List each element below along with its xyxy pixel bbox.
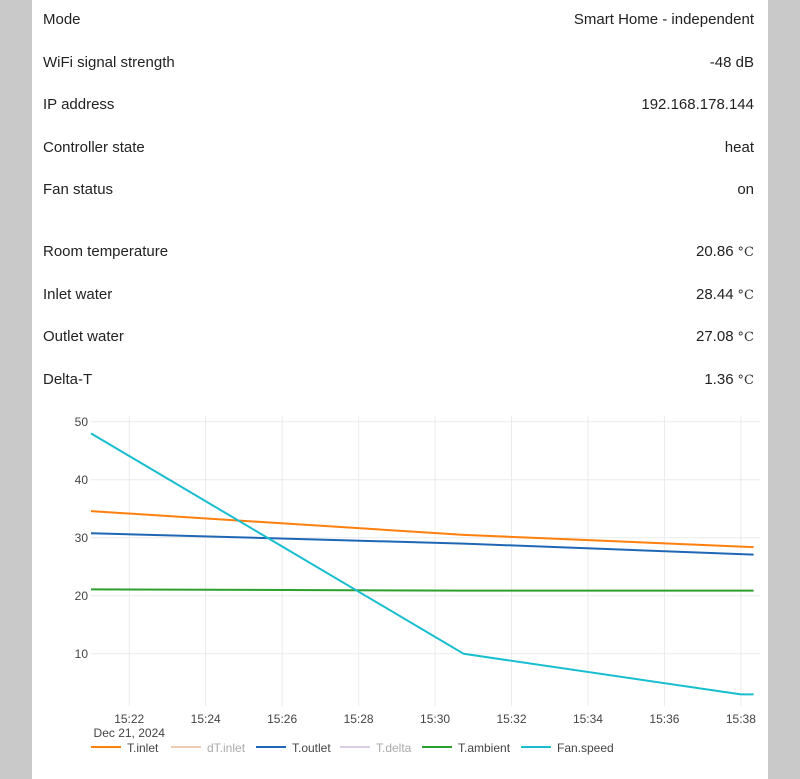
y-tick-label: 30 — [75, 531, 89, 545]
x-tick-label: 15:34 — [573, 712, 603, 726]
legend-item-t-ambient[interactable]: T.ambient — [422, 741, 511, 755]
row-label: Fan status — [43, 181, 114, 198]
measure-row-delta: Delta-T 1.36 °C — [43, 368, 754, 392]
unit-celsius: °C — [737, 373, 754, 388]
series-line-fan-speed — [90, 432, 754, 696]
unit-celsius: °C — [737, 330, 754, 345]
row-label: Mode — [43, 11, 81, 28]
row-label: Delta-T — [43, 371, 93, 388]
legend-label: dT.inlet — [207, 741, 246, 755]
unit-celsius: °C — [737, 288, 754, 303]
row-value: 28.44 °C — [696, 283, 754, 308]
device-status-panel: Mode Smart Home - independent WiFi signa… — [32, 0, 768, 779]
value-number: 27.08 — [696, 328, 734, 345]
measure-row-inlet: Inlet water 28.44 °C — [43, 283, 754, 307]
row-value: heat — [724, 139, 754, 156]
value-number: 20.86 — [696, 243, 734, 260]
legend-label: T.outlet — [292, 741, 331, 755]
row-value: 27.08 °C — [696, 325, 754, 350]
row-value: 192.168.178.144 — [641, 96, 754, 113]
y-tick-label: 20 — [75, 589, 89, 603]
row-label: IP address — [43, 96, 115, 113]
temperature-chart[interactable]: 10 20 30 40 50 15:22 15:24 15:26 15:28 15:30 15:32… — [32, 0, 768, 779]
legend-item-t-outlet[interactable]: T.outlet — [256, 741, 331, 755]
series-line-t-inlet — [90, 510, 754, 549]
x-date-label: Dec 21, 2024 — [94, 726, 166, 740]
measure-row-outlet: Outlet water 27.08 °C — [43, 325, 754, 349]
row-value: Smart Home - independent — [573, 11, 754, 28]
x-tick-label: 15:32 — [496, 712, 526, 726]
status-row-mode: Mode Smart Home - independent — [43, 8, 754, 32]
x-tick-label: 15:22 — [114, 712, 144, 726]
legend-item-t-delta[interactable]: T.delta — [340, 741, 412, 755]
measure-row-room-temp: Room temperature 20.86 °C — [43, 240, 754, 264]
y-tick-label: 40 — [75, 473, 89, 487]
legend-label: Fan.speed — [557, 741, 614, 755]
legend-label: T.ambient — [458, 741, 511, 755]
status-row-fan: Fan status on — [43, 178, 754, 202]
legend-label: T.inlet — [127, 741, 159, 755]
row-value: 1.36 °C — [704, 368, 754, 393]
x-tick-label: 15:36 — [649, 712, 679, 726]
row-label: Room temperature — [43, 243, 169, 260]
x-tick-label: 15:38 — [726, 712, 756, 726]
legend-label: T.delta — [376, 741, 412, 755]
row-label: Controller state — [43, 139, 145, 156]
y-tick-label: 10 — [75, 647, 89, 661]
y-tick-label: 50 — [75, 415, 89, 429]
x-tick-label: 15:26 — [267, 712, 297, 726]
x-tick-label: 15:28 — [344, 712, 374, 726]
row-label: Outlet water — [43, 328, 124, 345]
row-label: Inlet water — [43, 286, 113, 303]
legend-item-dt-inlet[interactable]: dT.inlet — [171, 741, 246, 755]
legend-item-fan-speed[interactable]: Fan.speed — [521, 741, 614, 755]
value-number: 1.36 — [704, 371, 734, 388]
row-value: -48 dB — [709, 54, 754, 71]
row-value: on — [737, 181, 754, 198]
status-row-ip: IP address 192.168.178.144 — [43, 93, 754, 117]
legend-item-t-inlet[interactable]: T.inlet — [91, 741, 159, 755]
x-tick-label: 15:30 — [420, 712, 450, 726]
value-number: 28.44 — [696, 286, 734, 303]
series-line-t-outlet — [90, 532, 754, 556]
x-tick-label: 15:24 — [191, 712, 221, 726]
row-label: WiFi signal strength — [43, 54, 175, 71]
status-row-wifi: WiFi signal strength -48 dB — [43, 51, 754, 75]
row-value: 20.86 °C — [696, 240, 754, 265]
status-row-controller: Controller state heat — [43, 136, 754, 160]
unit-celsius: °C — [737, 245, 754, 260]
series-line-t-ambient — [90, 588, 754, 592]
